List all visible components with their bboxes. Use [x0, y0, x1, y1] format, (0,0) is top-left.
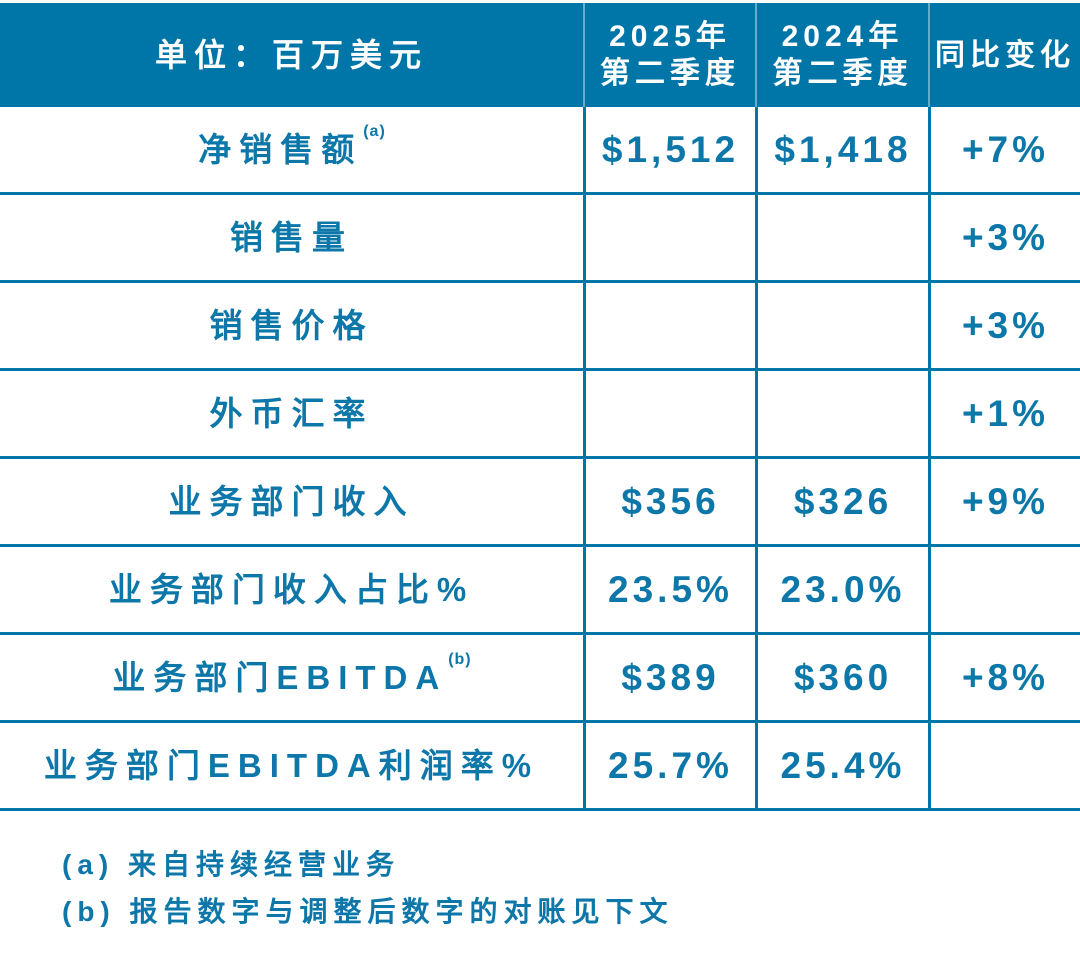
value-yoy-cell: +7%	[928, 107, 1080, 192]
value-q2-2024-cell: $326	[755, 459, 928, 544]
footnote-b: (b) 报告数字与调整后数字的对账见下文	[62, 896, 674, 927]
table-row-sales-volume: 销售量 +3%	[0, 195, 1080, 283]
row-label-cell: 业务部门EBITDA (b)	[0, 635, 583, 720]
value-yoy-cell: +9%	[928, 459, 1080, 544]
row-label: 业务部门收入占比%	[109, 573, 474, 606]
row-label-text: 销售价格	[209, 307, 374, 344]
footnote-marker: (a)	[363, 123, 386, 140]
value-q2-2025: 23.5%	[608, 569, 733, 610]
row-label-cell: 业务部门收入占比%	[0, 547, 583, 632]
footnotes: (a) 来自持续经营业务 (b) 报告数字与调整后数字的对账见下文	[62, 841, 1080, 935]
value-q2-2025-cell: $356	[583, 459, 755, 544]
value-yoy: +1%	[961, 393, 1050, 434]
table-row-segment-income: 业务部门收入 $356 $326 +9%	[0, 459, 1080, 547]
row-label-text: 业务部门EBITDA	[112, 659, 448, 696]
value-q2-2025-cell: $389	[583, 635, 755, 720]
quarterly-results-table: 单位：百万美元 2025年 第二季度 2024年 第二季度 同比变化 净销售额(…	[0, 3, 1080, 811]
value-q2-2025: $389	[621, 657, 720, 698]
value-yoy-cell: +8%	[928, 635, 1080, 720]
header-col-q2-2024-line1: 2024年	[781, 20, 904, 53]
value-q2-2024: 25.4%	[780, 745, 906, 786]
table-row-segment-ebitda: 业务部门EBITDA (b) $389 $360 +8%	[0, 635, 1080, 723]
value-q2-2025: 25.7%	[608, 745, 733, 786]
table-row-segment-income-pct: 业务部门收入占比% 23.5% 23.0%	[0, 547, 1080, 635]
table-row-net-sales: 净销售额 (a) $1,512 $1,418 +7%	[0, 107, 1080, 195]
value-yoy: +9%	[961, 481, 1050, 522]
header-col-q2-2025-line2: 第二季度	[600, 57, 740, 90]
row-label-cell: 业务部门收入	[0, 459, 583, 544]
row-label-text: 净销售额	[198, 131, 363, 168]
row-label-text: 业务部门EBITDA利润率%	[43, 747, 540, 784]
value-q2-2024-cell	[755, 195, 928, 280]
value-yoy-cell: +3%	[928, 283, 1080, 368]
value-yoy-cell	[928, 723, 1080, 808]
value-q2-2024: $1,418	[774, 129, 912, 170]
value-q2-2025-cell	[583, 283, 755, 368]
value-q2-2025: $1,512	[601, 129, 740, 170]
value-yoy: +3%	[961, 305, 1050, 346]
row-label: 销售价格	[210, 309, 374, 342]
value-q2-2025-cell: $1,512	[583, 107, 755, 192]
value-q2-2024-cell	[755, 371, 928, 456]
table-row-fx-rate: 外币汇率 +1%	[0, 371, 1080, 459]
value-q2-2024: $360	[793, 657, 893, 698]
header-col-q2-2024-line2: 第二季度	[772, 57, 913, 90]
row-label-text: 业务部门收入	[168, 483, 415, 520]
header-col-yoy-change: 同比变化	[928, 3, 1080, 107]
row-label-cell: 净销售额 (a)	[0, 107, 583, 192]
value-q2-2024-cell: $1,418	[755, 107, 928, 192]
value-q2-2024: 23.0%	[780, 569, 906, 610]
value-q2-2025-cell: 25.7%	[583, 723, 755, 808]
row-label: 外币汇率	[210, 397, 374, 430]
value-q2-2025-cell	[583, 371, 755, 456]
row-label-cell: 销售价格	[0, 283, 583, 368]
value-yoy: +7%	[961, 129, 1050, 170]
header-col-q2-2024: 2024年 第二季度	[755, 3, 928, 107]
row-label: 业务部门EBITDA利润率%	[44, 749, 539, 782]
value-q2-2024-cell: $360	[755, 635, 928, 720]
header-col-yoy-line1: 同比变化	[935, 38, 1075, 72]
value-q2-2024-cell	[755, 283, 928, 368]
table-header-row: 单位：百万美元 2025年 第二季度 2024年 第二季度 同比变化	[0, 3, 1080, 107]
row-label-cell: 销售量	[0, 195, 583, 280]
footnote-a: (a) 来自持续经营业务	[62, 849, 401, 880]
table-row-sales-price: 销售价格 +3%	[0, 283, 1080, 371]
value-yoy: +3%	[961, 217, 1050, 258]
value-yoy-cell: +3%	[928, 195, 1080, 280]
row-label-text: 业务部门收入占比%	[108, 571, 475, 608]
row-label: 销售量	[230, 221, 353, 254]
value-yoy: +8%	[961, 657, 1050, 698]
row-label: 业务部门收入	[169, 485, 415, 518]
table-row-segment-ebitda-margin: 业务部门EBITDA利润率% 25.7% 25.4%	[0, 723, 1080, 811]
value-yoy-cell: +1%	[928, 371, 1080, 456]
row-label-text: 销售量	[230, 219, 353, 256]
footnote-marker: (b)	[448, 651, 472, 668]
value-q2-2025-cell	[583, 195, 755, 280]
row-label-cell: 业务部门EBITDA利润率%	[0, 723, 583, 808]
value-q2-2025: $356	[621, 481, 720, 522]
row-label: 净销售额 (a)	[198, 124, 385, 168]
value-q2-2024-cell: 23.0%	[755, 547, 928, 632]
value-yoy-cell	[928, 547, 1080, 632]
value-q2-2024: $326	[793, 481, 893, 522]
row-label: 业务部门EBITDA (b)	[112, 652, 470, 696]
header-unit-cell: 单位：百万美元	[0, 3, 583, 107]
unit-label: 单位：百万美元	[154, 36, 428, 73]
row-label-text: 外币汇率	[209, 395, 374, 432]
value-q2-2025-cell: 23.5%	[583, 547, 755, 632]
header-col-q2-2025-line1: 2025年	[609, 20, 731, 53]
header-col-q2-2025: 2025年 第二季度	[583, 3, 755, 107]
row-label-cell: 外币汇率	[0, 371, 583, 456]
value-q2-2024-cell: 25.4%	[755, 723, 928, 808]
